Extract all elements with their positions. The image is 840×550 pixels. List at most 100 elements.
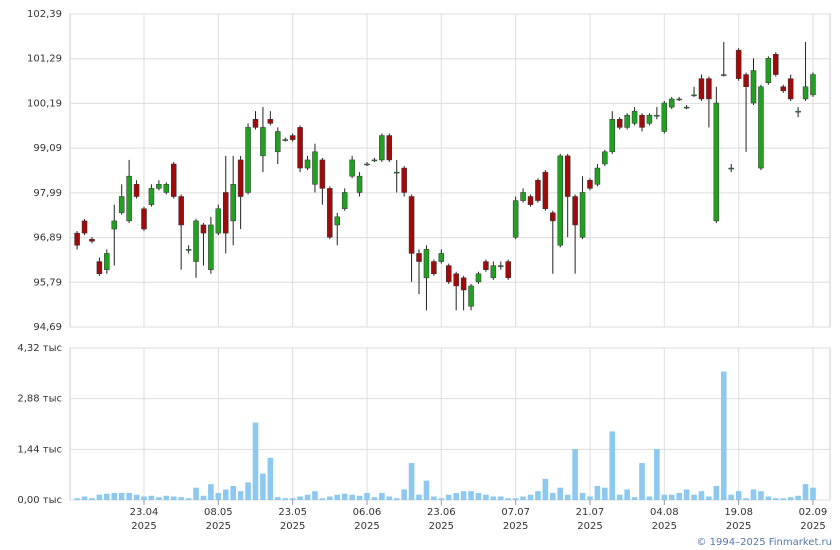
- volume-bar: [490, 496, 497, 500]
- candle-body: [312, 151, 318, 185]
- x-tick-label: 07.07: [501, 507, 530, 518]
- volume-bar: [408, 463, 415, 500]
- candle-body: [282, 139, 288, 141]
- volume-bar: [371, 497, 378, 500]
- volume-bar: [185, 498, 192, 500]
- volume-bar: [111, 492, 118, 500]
- x-tick-year: 2025: [726, 521, 751, 532]
- volume-bar: [312, 491, 318, 500]
- candle-body: [89, 238, 95, 242]
- volume-bar: [483, 494, 489, 500]
- y-tick-label: 94,69: [33, 322, 62, 333]
- candle-body: [780, 86, 786, 92]
- x-tick-year: 2025: [131, 521, 156, 532]
- candle-body: [550, 212, 556, 222]
- volume-bar: [379, 492, 385, 500]
- candle-body: [156, 184, 162, 189]
- y-tick-label: 99,09: [33, 143, 62, 154]
- volume-bar: [349, 494, 355, 500]
- candle-body: [193, 220, 199, 262]
- volume-bar: [676, 492, 682, 500]
- candle-body: [349, 159, 355, 177]
- volume-bar: [780, 498, 787, 500]
- candle-body: [327, 188, 333, 238]
- candle-body: [624, 114, 630, 128]
- footer: © 1994–2025 Finmarket.ru: [696, 537, 832, 548]
- candle-body: [148, 188, 155, 205]
- candle-body: [498, 265, 504, 267]
- y-tick-label: 4,32 тыс: [17, 343, 62, 354]
- candle-body: [431, 261, 437, 274]
- candle-body: [275, 131, 281, 153]
- candle-body: [460, 277, 467, 291]
- candle-body: [393, 171, 400, 174]
- candle-body: [646, 114, 653, 124]
- volume-bar: [208, 484, 214, 500]
- volume-bar: [319, 498, 326, 500]
- candle-body: [446, 265, 452, 283]
- candle-body: [453, 273, 459, 287]
- candle-body: [141, 208, 147, 230]
- candle-body: [215, 208, 222, 234]
- candle-body: [728, 167, 734, 170]
- volume-bar: [274, 497, 281, 500]
- y-tick-label: 102,39: [27, 9, 62, 20]
- volume-bar: [416, 494, 422, 500]
- candle-body: [743, 74, 749, 88]
- volume-bar: [222, 489, 229, 500]
- candle-body: [639, 114, 645, 128]
- volume-bar: [445, 494, 452, 500]
- volume-bar: [475, 492, 482, 500]
- candle-body: [200, 224, 207, 234]
- candle-body: [795, 110, 801, 113]
- x-tick-label: 19.08: [724, 507, 753, 518]
- y-tick-label: 2,88 тыс: [17, 394, 62, 405]
- candle-body: [698, 78, 705, 100]
- volume-bar: [773, 498, 779, 500]
- volume-bar: [624, 489, 630, 500]
- volume-bar: [356, 495, 363, 500]
- candle-body: [587, 180, 593, 189]
- volume-bar: [178, 497, 184, 500]
- candle-body: [401, 167, 407, 193]
- volume-bar: [572, 448, 578, 500]
- candle-body: [133, 184, 140, 197]
- volume-bar: [661, 494, 668, 500]
- y-tick-label: 0,00 тыс: [17, 495, 62, 506]
- candle-body: [787, 78, 794, 100]
- candle-body: [773, 53, 779, 75]
- volume-bar: [512, 498, 519, 500]
- volume-bar: [631, 497, 638, 500]
- volume-bar: [795, 495, 801, 500]
- volume-bar: [810, 487, 816, 500]
- x-tick-label: 21.07: [576, 507, 605, 518]
- volume-bar: [728, 494, 735, 500]
- candle-body: [683, 106, 690, 109]
- candle-body: [386, 135, 393, 161]
- volume-bar: [698, 491, 705, 500]
- panel-frame: [69, 347, 831, 501]
- candle-body: [758, 86, 764, 169]
- candle-body: [74, 232, 80, 246]
- y-tick-label: 1,44 тыс: [17, 444, 62, 455]
- candle-body: [631, 110, 638, 124]
- volume-bar: [557, 487, 564, 500]
- volume-bar: [497, 496, 504, 500]
- volume-bar: [386, 496, 393, 500]
- volume-bar: [193, 487, 199, 500]
- candle-body: [289, 135, 296, 140]
- volume-bar: [594, 485, 601, 500]
- x-tick-label: 23.04: [130, 507, 159, 518]
- x-tick-year: 2025: [280, 521, 305, 532]
- volume-bar: [609, 431, 616, 500]
- volume-bar: [802, 484, 809, 500]
- volume-bar: [237, 491, 244, 500]
- candle-body: [691, 94, 697, 97]
- candle-body: [616, 119, 623, 128]
- volume-bar: [579, 492, 586, 500]
- volume-bar: [787, 497, 794, 500]
- volume-bar: [252, 422, 259, 500]
- volume-bar: [735, 491, 742, 500]
- candle-body: [475, 273, 482, 283]
- candle-body: [126, 175, 132, 222]
